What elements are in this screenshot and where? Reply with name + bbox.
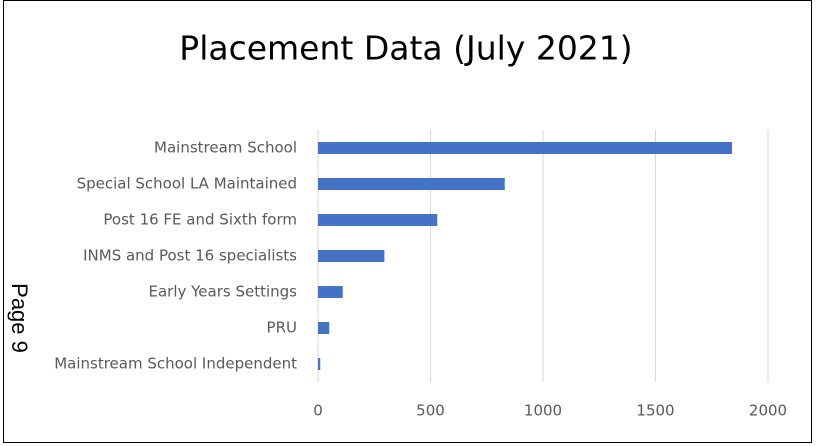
y-tick-label: INMS and Post 16 specialists — [83, 247, 297, 265]
x-tick-label: 2000 — [749, 402, 787, 420]
y-tick-label: PRU — [267, 319, 297, 337]
bar — [318, 250, 385, 262]
bar — [318, 178, 505, 190]
chart-title: Placement Data (July 2021) — [179, 29, 632, 68]
y-tick-label: Early Years Settings — [148, 283, 297, 301]
bar — [318, 142, 732, 154]
y-tick-label: Mainstream School — [154, 139, 297, 157]
x-tick-label: 0 — [313, 402, 323, 420]
x-tick-label: 1000 — [524, 402, 562, 420]
bar — [318, 322, 330, 334]
y-tick-label: Special School LA Maintained — [77, 175, 297, 193]
x-tick-label: 500 — [416, 402, 445, 420]
y-tick-label: Mainstream School Independent — [54, 355, 297, 373]
page-label: Page 9 — [7, 283, 32, 353]
bar — [318, 358, 321, 370]
x-tick-label: 1500 — [636, 402, 674, 420]
y-tick-label: Post 16 FE and Sixth form — [103, 211, 297, 229]
bar — [318, 214, 438, 226]
bar — [318, 286, 343, 298]
